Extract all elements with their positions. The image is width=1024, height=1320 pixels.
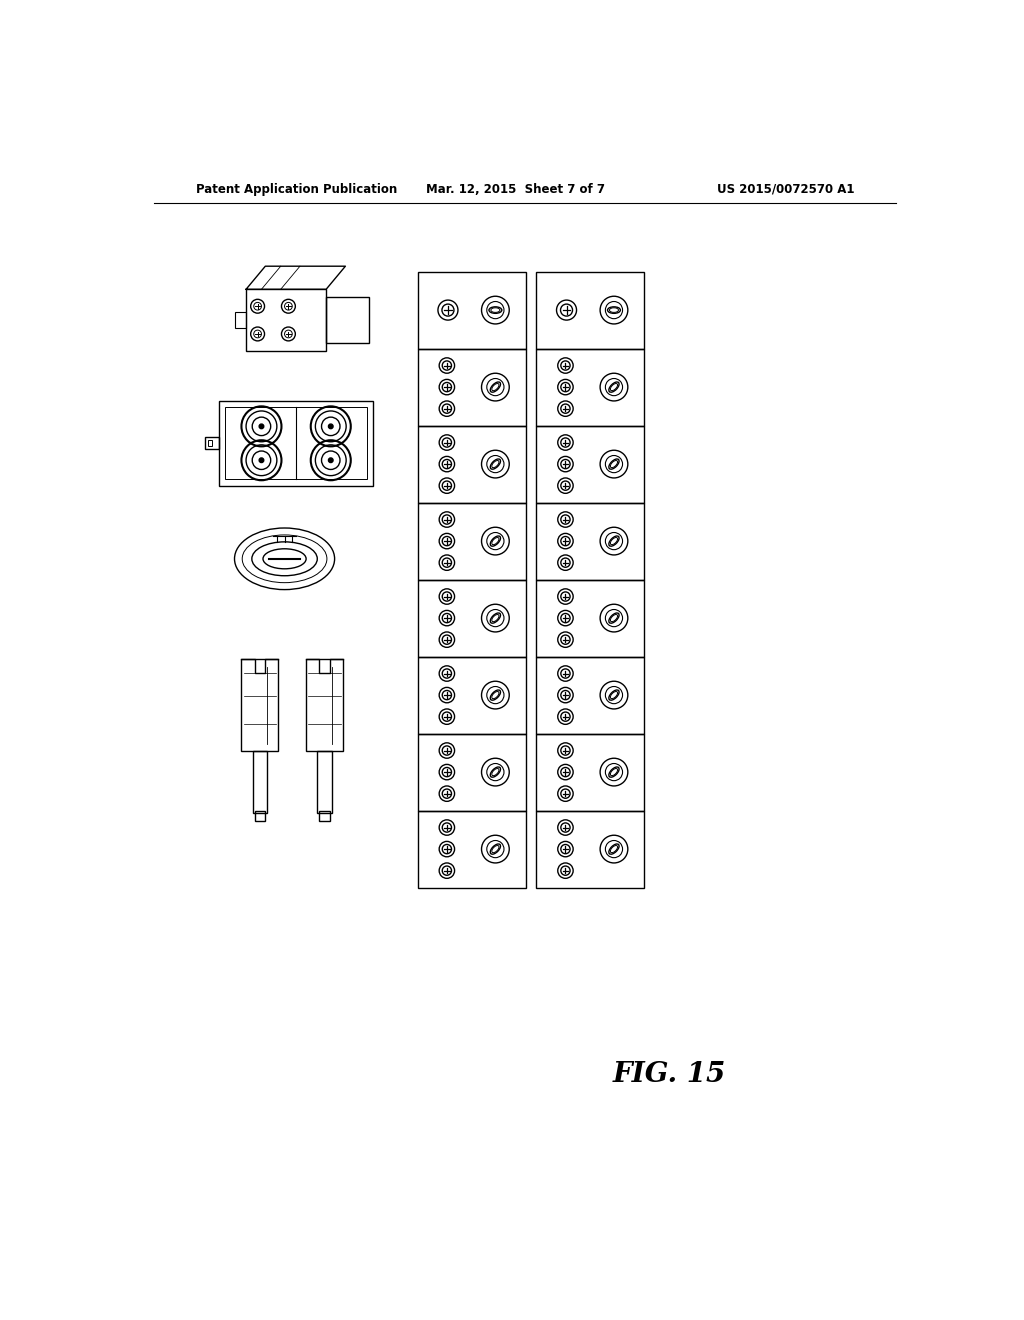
Ellipse shape (609, 690, 620, 700)
Ellipse shape (609, 381, 620, 392)
Circle shape (329, 458, 333, 462)
Ellipse shape (607, 306, 621, 313)
Text: US 2015/0072570 A1: US 2015/0072570 A1 (717, 182, 854, 195)
Bar (317, 751, 332, 813)
Circle shape (259, 458, 264, 462)
Bar (418, 656, 525, 734)
Bar (537, 425, 644, 503)
Ellipse shape (609, 536, 620, 546)
Bar (219, 401, 373, 486)
Bar (306, 659, 343, 751)
Ellipse shape (609, 767, 620, 777)
Bar (537, 348, 644, 425)
Bar (242, 659, 279, 751)
Bar (326, 297, 370, 343)
Bar (418, 503, 525, 579)
Ellipse shape (609, 843, 620, 854)
Ellipse shape (490, 843, 501, 854)
Bar (205, 437, 219, 449)
Bar (253, 751, 267, 813)
Text: FIG. 15: FIG. 15 (613, 1061, 726, 1088)
Ellipse shape (488, 306, 502, 313)
Bar (537, 734, 644, 810)
Bar (418, 272, 525, 348)
Text: Mar. 12, 2015  Sheet 7 of 7: Mar. 12, 2015 Sheet 7 of 7 (426, 182, 605, 195)
Circle shape (259, 424, 264, 429)
Bar (537, 579, 644, 656)
Bar (537, 810, 644, 887)
Bar (319, 812, 330, 821)
Bar (418, 425, 525, 503)
Bar (537, 272, 644, 348)
Bar (537, 503, 644, 579)
Ellipse shape (490, 381, 501, 392)
Circle shape (329, 424, 333, 429)
Bar (418, 810, 525, 887)
Bar (208, 441, 212, 446)
Ellipse shape (609, 459, 620, 469)
Text: Patent Application Publication: Patent Application Publication (196, 182, 397, 195)
Ellipse shape (490, 459, 501, 469)
Bar (225, 407, 367, 479)
Bar (537, 656, 644, 734)
Ellipse shape (490, 536, 501, 546)
Bar (418, 348, 525, 425)
Ellipse shape (490, 767, 501, 777)
Ellipse shape (490, 690, 501, 700)
Ellipse shape (490, 612, 501, 623)
Bar (255, 812, 265, 821)
Bar (234, 313, 246, 327)
Ellipse shape (609, 612, 620, 623)
Bar (246, 289, 326, 351)
Bar (418, 579, 525, 656)
Bar (418, 734, 525, 810)
